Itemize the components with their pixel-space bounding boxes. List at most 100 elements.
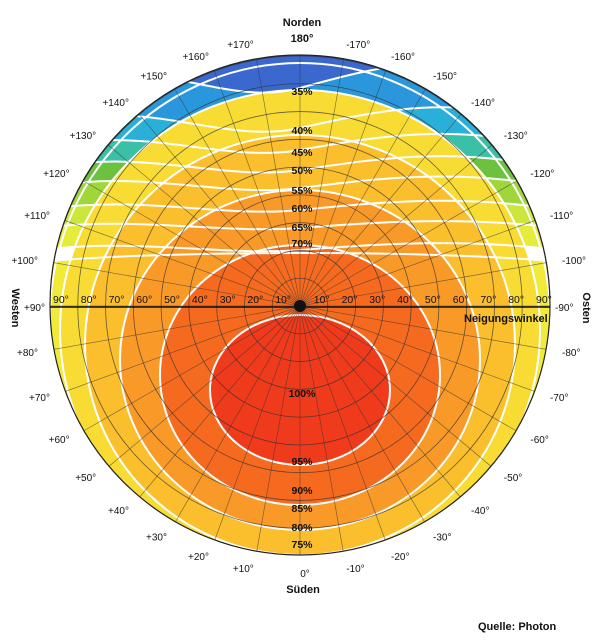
- tilt-tick-left-1: 80°: [81, 294, 97, 306]
- azimuth-line-190: [53, 262, 301, 307]
- center-dot: [294, 300, 306, 312]
- azimuth-label-bottom-east-3: -50°: [504, 473, 522, 484]
- azimuth-label-bottom-west-4: +40°: [108, 506, 129, 517]
- azimuth-line-140: [108, 305, 301, 467]
- azimuth-line-170: [53, 305, 301, 350]
- azimuth-line-50: [299, 305, 461, 498]
- east-label: Osten: [580, 292, 592, 323]
- azimuth-line-10: [299, 305, 547, 350]
- percent-label-north-4: 55%: [291, 185, 313, 197]
- percent-label-south-2: 90%: [291, 485, 313, 497]
- azimuth-line-80: [299, 305, 344, 553]
- azimuth-line-240: [174, 89, 301, 307]
- azimuth-label-top-east-5: -120°: [530, 169, 554, 180]
- azimuth-line-210: [83, 180, 301, 307]
- azimuth-line-330: [299, 180, 517, 307]
- percent-label-south-4: 80%: [291, 522, 313, 534]
- azimuth-line-340: [299, 220, 536, 307]
- tilt-tick-left-2: 70°: [109, 294, 125, 306]
- percent-label-north-1: 40%: [291, 125, 313, 137]
- tilt-tick-left-4: 50°: [164, 294, 180, 306]
- azimuth-line-130: [139, 305, 301, 498]
- azimuth-label-top-west-0: +170°: [227, 40, 254, 51]
- azimuth-line-200: [64, 220, 301, 307]
- tilt-tick-right-4: 50°: [425, 294, 441, 306]
- azimuth-label-top-east-7: -100°: [562, 256, 586, 267]
- azimuth-line-310: [299, 114, 461, 307]
- azimuth-line-160: [64, 305, 301, 392]
- azimuth-line-230: [139, 114, 301, 307]
- tilt-tick-right-6: 70°: [480, 294, 496, 306]
- east-degree: -90°: [555, 303, 573, 314]
- tilt-tick-right-0: 10°: [314, 294, 330, 306]
- tilt-tick-left-5: 40°: [192, 294, 208, 306]
- percent-label-south-5: 75%: [291, 539, 313, 551]
- south-label: Süden: [286, 584, 320, 596]
- azimuth-label-bottom-west-2: +60°: [49, 435, 70, 446]
- tilt-tick-right-2: 30°: [369, 294, 385, 306]
- azimuth-line-350: [299, 262, 547, 307]
- azimuth-line-150: [83, 305, 301, 432]
- azimuth-label-top-east-3: -140°: [471, 98, 495, 109]
- tilt-tick-right-5: 60°: [453, 294, 469, 306]
- percent-label-north-6: 65%: [291, 222, 313, 234]
- azimuth-label-bottom-west-1: +70°: [29, 393, 50, 404]
- azimuth-label-bottom-east-2: -60°: [530, 435, 548, 446]
- tilt-tick-right-8: 90°: [536, 294, 552, 306]
- azimuth-line-100: [256, 305, 301, 553]
- azimuth-label-top-west-1: +160°: [182, 52, 209, 63]
- diagram-outline: [49, 54, 551, 556]
- north-degree: 180°: [291, 33, 314, 45]
- azimuth-line-290: [299, 70, 386, 307]
- azimuth-label-bottom-east-6: -20°: [391, 552, 409, 563]
- azimuth-label-top-west-2: +150°: [140, 72, 167, 83]
- azimuth-label-bottom-east-5: -30°: [433, 532, 451, 543]
- tilt-tick-right-7: 80°: [508, 294, 524, 306]
- percent-label-north-5: 60%: [291, 203, 313, 215]
- azimuth-line-320: [299, 145, 492, 307]
- azimuth-line-30: [299, 305, 517, 432]
- azimuth-line-20: [299, 305, 536, 392]
- tilt-tick-labels: 90° 80° 70° 60° 50° 40° 30° 20° 10° 10° 20° 30° 40° 5…: [53, 294, 552, 306]
- south-degree: 0°: [300, 569, 310, 580]
- percent-label-north-2: 45%: [291, 147, 313, 159]
- percent-label-south-1: 95%: [291, 456, 313, 468]
- azimuth-label-top-west-3: +140°: [102, 98, 129, 109]
- tilt-tick-left-0: 90°: [53, 294, 69, 306]
- azimuth-label-top-west-6: +110°: [24, 211, 50, 222]
- tilt-tick-left-3: 60°: [136, 294, 152, 306]
- azimuth-line-110: [214, 305, 301, 542]
- tilt-tick-right-3: 40°: [397, 294, 413, 306]
- north-label: Norden: [283, 17, 322, 29]
- tilt-tick-left-8: 10°: [275, 294, 291, 306]
- azimuth-label-bottom-east-4: -40°: [471, 506, 489, 517]
- azimuth-line-300: [299, 89, 426, 307]
- azimuth-label-bottom-east-7: -10°: [346, 564, 364, 575]
- azimuth-label-bottom-east-1: -70°: [550, 393, 568, 404]
- azimuth-line-220: [108, 145, 301, 307]
- azimuth-label-bottom-west-5: +30°: [146, 532, 167, 543]
- tilt-tick-left-7: 20°: [247, 294, 263, 306]
- percent-label-north-7: 70%: [291, 238, 313, 250]
- azimuth-label-top-east-1: -160°: [391, 52, 415, 63]
- azimuth-line-250: [214, 70, 301, 307]
- tilt-tick-left-6: 30°: [220, 294, 236, 306]
- west-label: Westen: [9, 289, 21, 328]
- azimuth-labels: +170° +160° +150° +140° +130° +120° +110° +100°…: [11, 40, 586, 575]
- azimuth-label-top-west-7: +100°: [11, 256, 38, 267]
- azimuth-label-bottom-west-3: +50°: [75, 473, 96, 484]
- azimuth-label-bottom-west-6: +20°: [188, 552, 209, 563]
- azimuth-label-top-east-6: -110°: [550, 211, 573, 222]
- azimuth-line-70: [299, 305, 386, 542]
- percent-labels: 35% 40% 45% 50% 55% 60% 65% 70% 100% 95% 90% 85% 80%…: [289, 86, 317, 551]
- percent-label-north-0: 35%: [291, 86, 313, 98]
- angle-grid: [50, 55, 550, 555]
- azimuth-line-120: [174, 305, 301, 523]
- azimuth-line-60: [299, 305, 426, 523]
- azimuth-label-bottom-west-0: +80°: [17, 348, 38, 359]
- percent-label-south-3: 85%: [291, 503, 313, 515]
- tilt-tick-right-1: 20°: [342, 294, 358, 306]
- azimuth-line-40: [299, 305, 492, 467]
- azimuth-label-top-west-4: +130°: [70, 131, 97, 142]
